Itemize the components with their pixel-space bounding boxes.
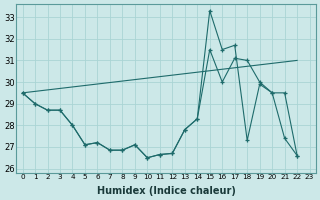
X-axis label: Humidex (Indice chaleur): Humidex (Indice chaleur) — [97, 186, 236, 196]
